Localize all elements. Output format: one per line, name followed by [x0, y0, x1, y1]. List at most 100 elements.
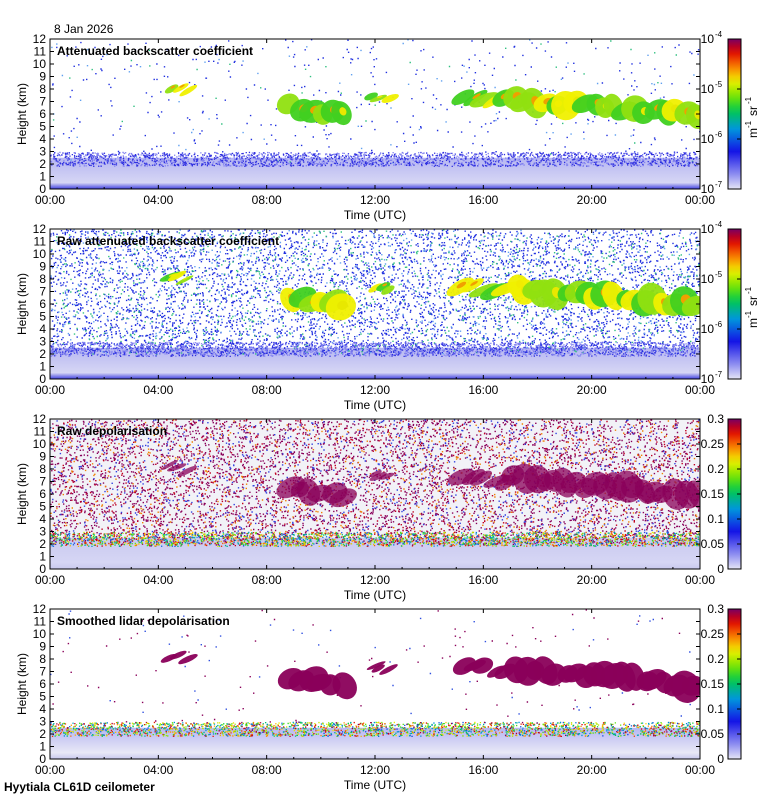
y-axis-label: Height (km) [15, 273, 29, 335]
y-tick-label: 1 [39, 170, 46, 184]
x-tick-label: 00:00 [35, 383, 65, 397]
x-tick-label: 00:00 [35, 193, 65, 207]
y-tick-label: 0 [39, 372, 46, 386]
y-tick-label: 8 [39, 82, 46, 96]
x-tick-label: 20:00 [577, 193, 607, 207]
x-tick-label: 20:00 [577, 763, 607, 777]
x-tick-label: 16:00 [468, 763, 498, 777]
y-tick-label: 2 [39, 347, 46, 361]
y-tick-label: 0 [39, 182, 46, 196]
heatmap-field [50, 609, 700, 759]
x-axis-label: Time (UTC) [344, 208, 406, 222]
x-tick-label: 08:00 [252, 573, 282, 587]
x-tick-label: 04:00 [143, 763, 173, 777]
colorbar-tick-exponent: -7 [715, 180, 723, 189]
y-tick-label: 11 [34, 235, 47, 249]
y-tick-label: 3 [39, 715, 46, 729]
heatmap-field [50, 229, 700, 379]
date-label: 8 Jan 2026 [54, 22, 114, 36]
y-tick-label: 9 [39, 260, 46, 274]
heatmap-field [50, 39, 700, 189]
y-tick-label: 7 [39, 475, 46, 489]
x-tick-label: 00:00 [685, 193, 715, 207]
y-tick-label: 10 [33, 57, 47, 71]
cloud-layer [280, 286, 356, 321]
x-tick-label: 04:00 [143, 573, 173, 587]
x-tick-label: 12:00 [360, 573, 390, 587]
noise-speckle [50, 229, 700, 356]
y-tick-label: 4 [39, 132, 46, 146]
cloud-layer [364, 92, 399, 104]
y-tick-label: 0 [39, 562, 46, 576]
x-tick-label: 08:00 [252, 383, 282, 397]
x-tick-label: 00:00 [35, 573, 65, 587]
x-axis-label: Time (UTC) [344, 778, 406, 792]
cloud-layer [504, 656, 700, 703]
colorbar-unit-exp: -1 [744, 310, 753, 318]
colorbar-unit-exp: -1 [744, 286, 753, 294]
y-tick-label: 6 [39, 107, 46, 121]
colorbar-tick-label: 10 [701, 222, 715, 236]
y-tick-label: 12 [33, 32, 47, 46]
y-tick-label: 7 [39, 95, 46, 109]
x-tick-label: 12:00 [360, 193, 390, 207]
colorbar-tick-label: 0.2 [707, 462, 724, 476]
y-tick-label: 5 [39, 310, 46, 324]
y-tick-label: 1 [39, 740, 46, 754]
y-tick-label: 0 [39, 752, 46, 766]
y-tick-label: 6 [39, 297, 46, 311]
y-tick-label: 12 [33, 222, 47, 236]
y-tick-label: 10 [33, 437, 47, 451]
noise-speckle [51, 229, 700, 356]
x-tick-label: 00:00 [685, 383, 715, 397]
colorbar-unit-m: m [746, 128, 760, 138]
colorbar-tick-label: 10 [701, 372, 715, 386]
y-tick-label: 1 [39, 360, 46, 374]
y-tick-label: 6 [39, 677, 46, 691]
x-tick-label: 08:00 [252, 763, 282, 777]
colorbar-tick-label: 0.1 [707, 702, 724, 716]
colorbar-unit-m: m [746, 318, 760, 328]
colorbar: 10-710-610-510 -4m-1sr-1 [701, 30, 760, 196]
y-tick-label: 12 [33, 602, 47, 616]
noise-speckle [52, 39, 700, 166]
y-tick-label: 3 [39, 335, 46, 349]
colorbar-tick-exponent: -6 [715, 130, 723, 139]
y-tick-label: 5 [39, 120, 46, 134]
instrument-label: Hyytiala CL61D ceilometer [4, 780, 155, 794]
colorbar-unit-exp: -1 [744, 96, 753, 104]
colorbar-tick-exponent: -6 [715, 320, 723, 329]
cloud-layer [503, 86, 700, 129]
y-tick-label: 4 [39, 512, 46, 526]
y-tick-label: 12 [33, 412, 47, 426]
x-axis-label: Time (UTC) [344, 398, 406, 412]
y-tick-label: 7 [39, 665, 46, 679]
y-axis-label: Height (km) [15, 653, 29, 715]
cloud-layer [366, 661, 398, 675]
cloud-layer [160, 650, 198, 665]
panel-title: Smoothed lidar depolarisation [57, 614, 230, 628]
y-tick-label: 11 [34, 425, 47, 439]
x-tick-label: 16:00 [468, 573, 498, 587]
y-tick-label: 8 [39, 652, 46, 666]
cloud-layer [164, 83, 198, 97]
cloud-layer [161, 460, 198, 477]
y-tick-label: 3 [39, 525, 46, 539]
y-tick-label: 3 [39, 145, 46, 159]
colorbar: 10-710-610-510 -4m-1sr-1 [701, 220, 760, 386]
colorbar-tick-label: 10 [701, 82, 715, 96]
y-tick-label: 8 [39, 462, 46, 476]
colorbar-unit-exp: -1 [744, 120, 753, 128]
x-tick-label: 04:00 [143, 383, 173, 397]
x-tick-label: 00:00 [685, 573, 715, 587]
panel-title: Attenuated backscatter coefficient [57, 44, 253, 58]
y-tick-label: 11 [34, 615, 47, 629]
colorbar-tick-label: 0.25 [701, 627, 725, 641]
cloud-layer [277, 666, 357, 700]
colorbar-tick-exponent: -5 [715, 270, 723, 279]
x-tick-label: 12:00 [360, 383, 390, 397]
colorbar-tick-label: 0.3 [707, 412, 724, 426]
